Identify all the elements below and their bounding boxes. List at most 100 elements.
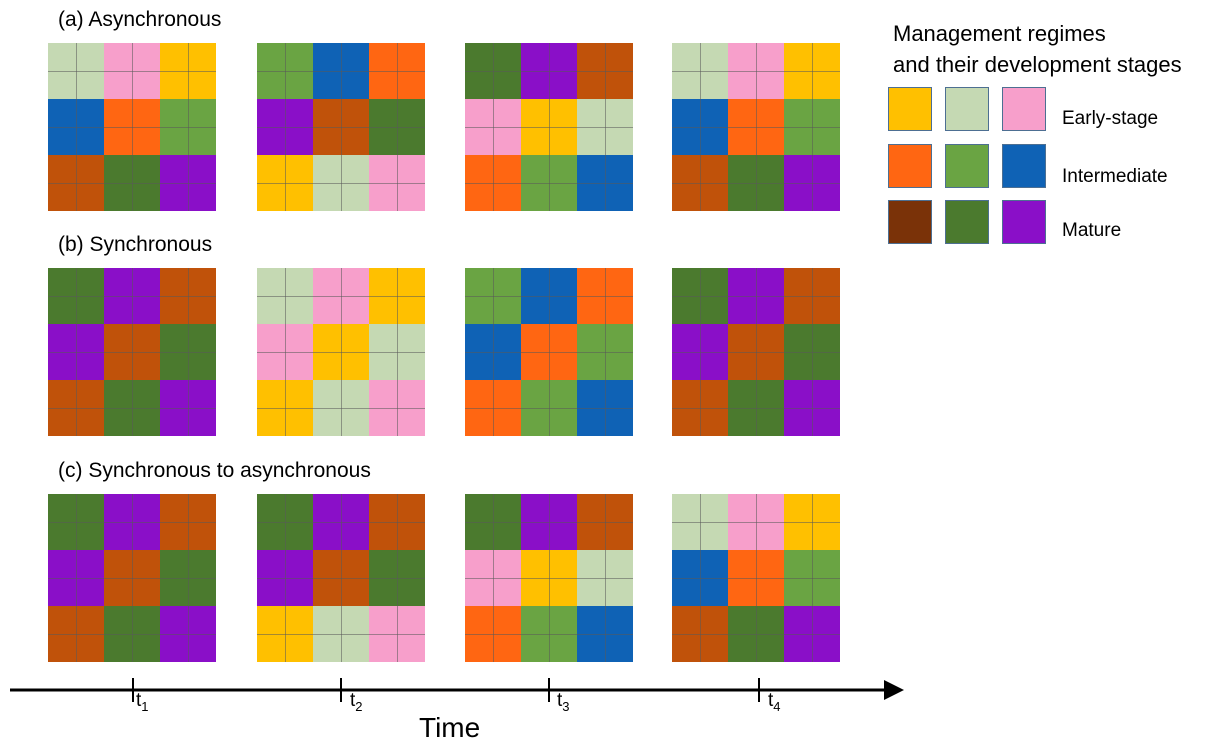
stand-block	[160, 324, 216, 380]
stand-block	[160, 43, 216, 99]
stand-block	[104, 606, 160, 662]
landscape-grid-row2-t1	[48, 268, 216, 436]
stand-block	[104, 155, 160, 211]
tick-label-t1: t1	[136, 690, 149, 714]
legend-swatch	[1002, 144, 1046, 188]
stand-block	[728, 494, 784, 550]
row-title-synchronous: (b) Synchronous	[58, 233, 213, 256]
row-title-asynchronous: (a) Asynchronous	[58, 8, 222, 31]
stand-block	[313, 99, 369, 155]
stand-block	[672, 380, 728, 436]
stand-block	[257, 99, 313, 155]
stand-block	[521, 99, 577, 155]
stand-block	[465, 550, 521, 606]
stand-block	[521, 494, 577, 550]
stand-block	[672, 155, 728, 211]
stand-block	[784, 43, 840, 99]
stand-block	[521, 43, 577, 99]
stand-block	[369, 606, 425, 662]
stand-block	[465, 43, 521, 99]
stand-block	[160, 99, 216, 155]
stand-block	[160, 550, 216, 606]
stand-block	[160, 380, 216, 436]
landscape-grid-row2-t2	[257, 268, 425, 436]
landscape-grid-row1-t4	[672, 43, 840, 211]
stand-block	[369, 43, 425, 99]
axis-title: Time	[419, 712, 481, 743]
legend-label-early-stage: Early-stage	[1062, 108, 1159, 129]
landscape-grid-row2-t4	[672, 268, 840, 436]
stand-block	[465, 324, 521, 380]
stand-block	[672, 494, 728, 550]
stand-block	[104, 43, 160, 99]
tick-label-t3: t3	[557, 690, 570, 714]
stand-block	[672, 550, 728, 606]
stand-block	[257, 494, 313, 550]
row-title-sync-to-async: (c) Synchronous to asynchronous	[58, 459, 371, 482]
stand-block	[369, 494, 425, 550]
stand-block	[313, 43, 369, 99]
stand-block	[784, 155, 840, 211]
stand-block	[465, 268, 521, 324]
stand-block	[577, 155, 633, 211]
landscape-grid-row1-t2	[257, 43, 425, 211]
legend-title: Management regimes and their development…	[893, 18, 1182, 80]
stand-block	[465, 606, 521, 662]
stand-block	[369, 99, 425, 155]
stand-block	[672, 606, 728, 662]
stand-block	[465, 380, 521, 436]
stand-block	[369, 155, 425, 211]
landscape-grid-row1-t1	[48, 43, 216, 211]
stand-block	[728, 99, 784, 155]
stand-block	[784, 550, 840, 606]
stand-block	[369, 268, 425, 324]
stand-block	[104, 324, 160, 380]
stand-block	[160, 155, 216, 211]
stand-block	[521, 268, 577, 324]
stand-block	[313, 606, 369, 662]
stand-block	[257, 380, 313, 436]
stand-block	[257, 155, 313, 211]
stand-block	[313, 268, 369, 324]
stand-block	[672, 99, 728, 155]
stand-block	[48, 550, 104, 606]
stand-block	[784, 268, 840, 324]
stand-block	[465, 155, 521, 211]
landscape-grid-row1-t3	[465, 43, 633, 211]
stand-block	[728, 155, 784, 211]
legend-swatch	[945, 87, 989, 131]
landscape-grid-row2-t3	[465, 268, 633, 436]
landscape-grid-row3-t4	[672, 494, 840, 662]
stand-block	[369, 380, 425, 436]
landscape-grid-row3-t1	[48, 494, 216, 662]
stand-block	[369, 324, 425, 380]
landscape-grid-row3-t2	[257, 494, 425, 662]
stand-block	[369, 550, 425, 606]
stand-block	[48, 494, 104, 550]
stand-block	[104, 494, 160, 550]
stand-block	[104, 550, 160, 606]
stand-block	[313, 494, 369, 550]
stand-block	[784, 494, 840, 550]
legend-swatch	[1002, 87, 1046, 131]
stand-block	[728, 606, 784, 662]
stand-block	[577, 606, 633, 662]
legend-label-mature: Mature	[1062, 220, 1122, 241]
stand-block	[784, 99, 840, 155]
stand-block	[577, 43, 633, 99]
stand-block	[672, 324, 728, 380]
stand-block	[257, 268, 313, 324]
stand-block	[313, 155, 369, 211]
stand-block	[577, 380, 633, 436]
legend-title-line-2: and their development stages	[893, 52, 1182, 77]
stand-block	[521, 606, 577, 662]
stand-block	[672, 43, 728, 99]
stand-block	[48, 43, 104, 99]
landscape-grid-row3-t3	[465, 494, 633, 662]
legend-swatch	[1002, 200, 1046, 244]
stand-block	[521, 324, 577, 380]
stand-block	[257, 550, 313, 606]
stand-block	[313, 550, 369, 606]
stand-block	[48, 99, 104, 155]
stand-block	[48, 268, 104, 324]
